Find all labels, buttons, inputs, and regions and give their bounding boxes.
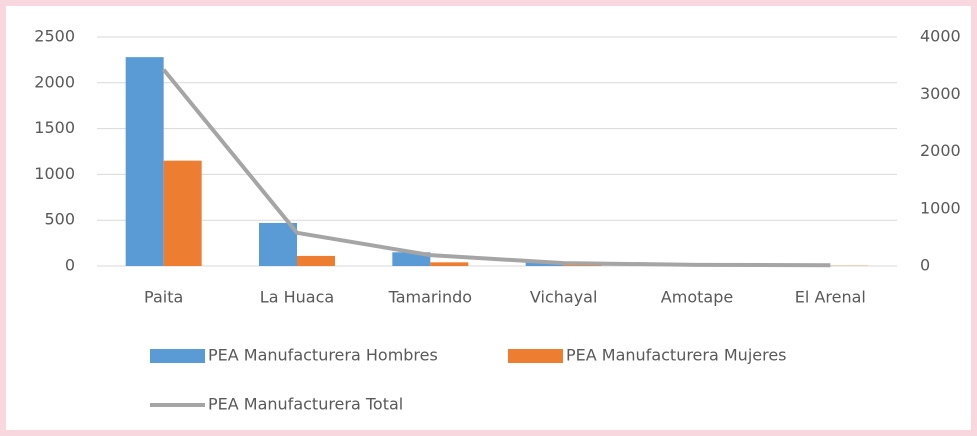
bar xyxy=(525,262,564,266)
y-tick-label: 2500 xyxy=(34,27,75,46)
x-tick-label: La Huaca xyxy=(260,288,334,307)
x-tick-label: Amotape xyxy=(661,288,733,307)
y-tick-label: 0 xyxy=(65,256,75,275)
x-tick-label: Tamarindo xyxy=(388,288,472,307)
y-tick-label: 1500 xyxy=(34,118,75,137)
legend-swatch xyxy=(508,349,563,363)
legend-label: PEA Manufacturera Total xyxy=(208,395,403,414)
bar xyxy=(430,262,469,266)
y2-tick-label: 2000 xyxy=(920,141,961,160)
x-tick-label: Paita xyxy=(144,288,183,307)
line-series xyxy=(162,68,831,268)
bar xyxy=(163,160,202,266)
x-tick-label: El Arenal xyxy=(795,288,866,307)
bar xyxy=(563,265,602,266)
bar xyxy=(297,255,335,266)
legend-label: PEA Manufacturera Mujeres xyxy=(566,346,787,365)
x-tick-label: Vichayal xyxy=(530,288,598,307)
bar xyxy=(259,222,297,266)
y-tick-label: 500 xyxy=(44,210,75,229)
y-tick-label: 1000 xyxy=(34,164,75,183)
y2-tick-label: 1000 xyxy=(920,198,961,217)
bar xyxy=(392,252,431,266)
y2-tick-label: 0 xyxy=(920,256,930,275)
bar xyxy=(125,57,164,266)
legend-swatch xyxy=(150,349,205,363)
y2-tick-label: 4000 xyxy=(920,27,961,46)
legend-label: PEA Manufacturera Hombres xyxy=(208,346,438,365)
y-tick-label: 2000 xyxy=(34,72,75,91)
y2-tick-label: 3000 xyxy=(920,84,961,103)
